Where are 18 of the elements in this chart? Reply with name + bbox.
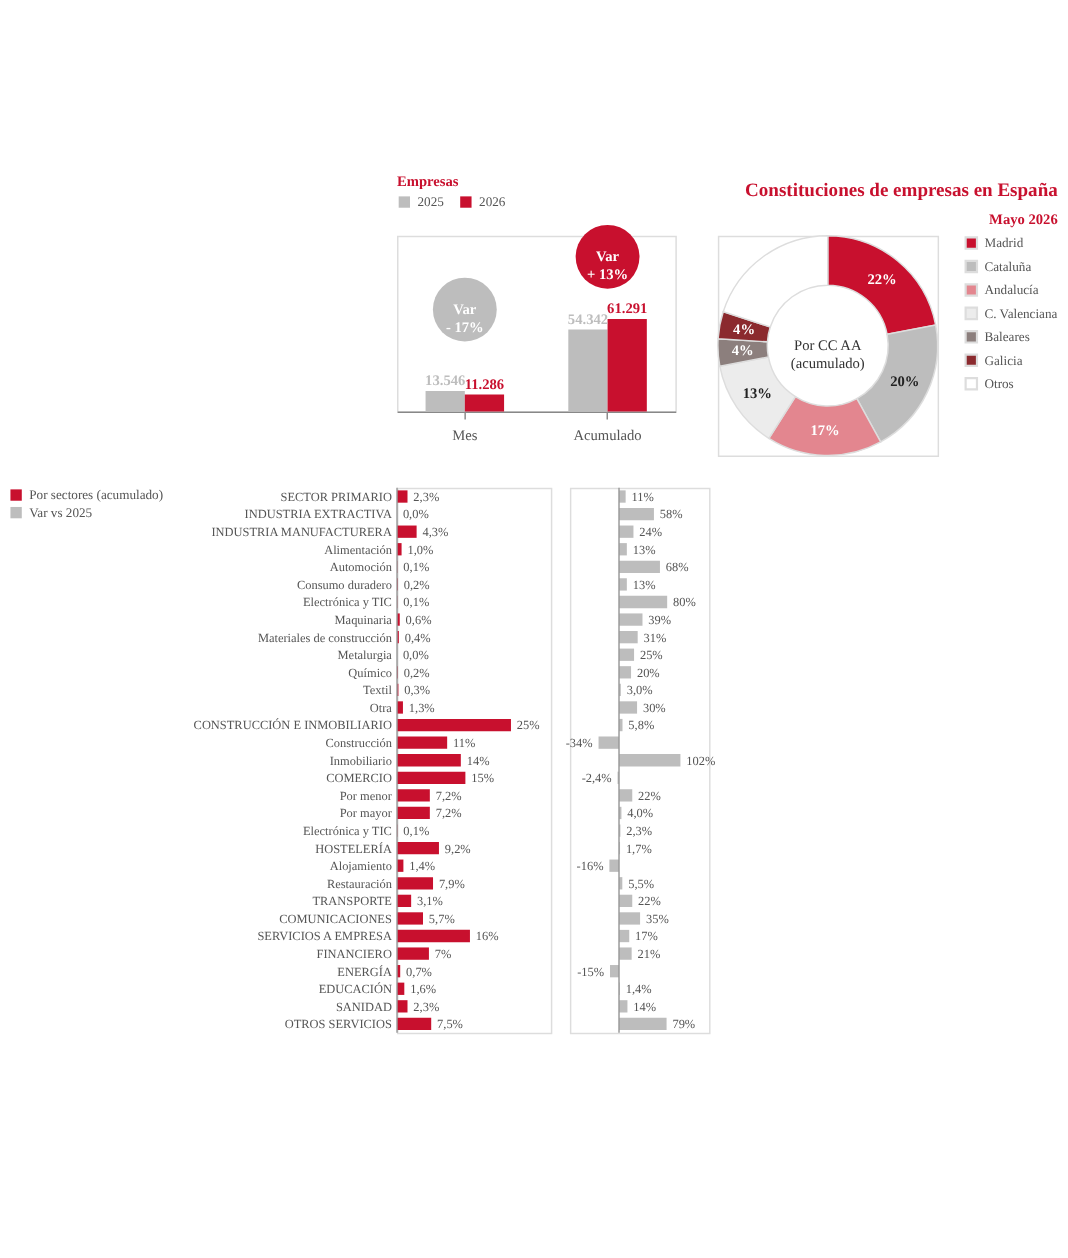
text: Var + 13% xyxy=(586,247,629,283)
data-label: 54.342 xyxy=(567,309,609,328)
data-label: 11.286 xyxy=(464,374,505,393)
chart-subtitle: Empresas xyxy=(397,171,459,190)
text: Por CC AA (acumulado) xyxy=(790,336,866,372)
x-tick-label: Acumulado xyxy=(573,426,643,445)
chart-subtitle: Mayo 2026 xyxy=(989,210,1059,229)
data-label: 13% xyxy=(742,383,772,402)
data-label: 20% xyxy=(890,372,920,391)
data-label: 22% xyxy=(867,270,897,289)
data-label: 61.291 xyxy=(607,299,648,318)
data-label: 13.546 xyxy=(425,371,466,390)
x-tick-label: Mes xyxy=(452,426,478,445)
data-label: 17% xyxy=(810,421,840,440)
data-label: 4% xyxy=(731,341,754,360)
data-label: 4% xyxy=(733,320,756,339)
chart-title: Constituciones de empresas en España xyxy=(745,182,1059,203)
annotation: Var - 17% xyxy=(445,299,484,336)
